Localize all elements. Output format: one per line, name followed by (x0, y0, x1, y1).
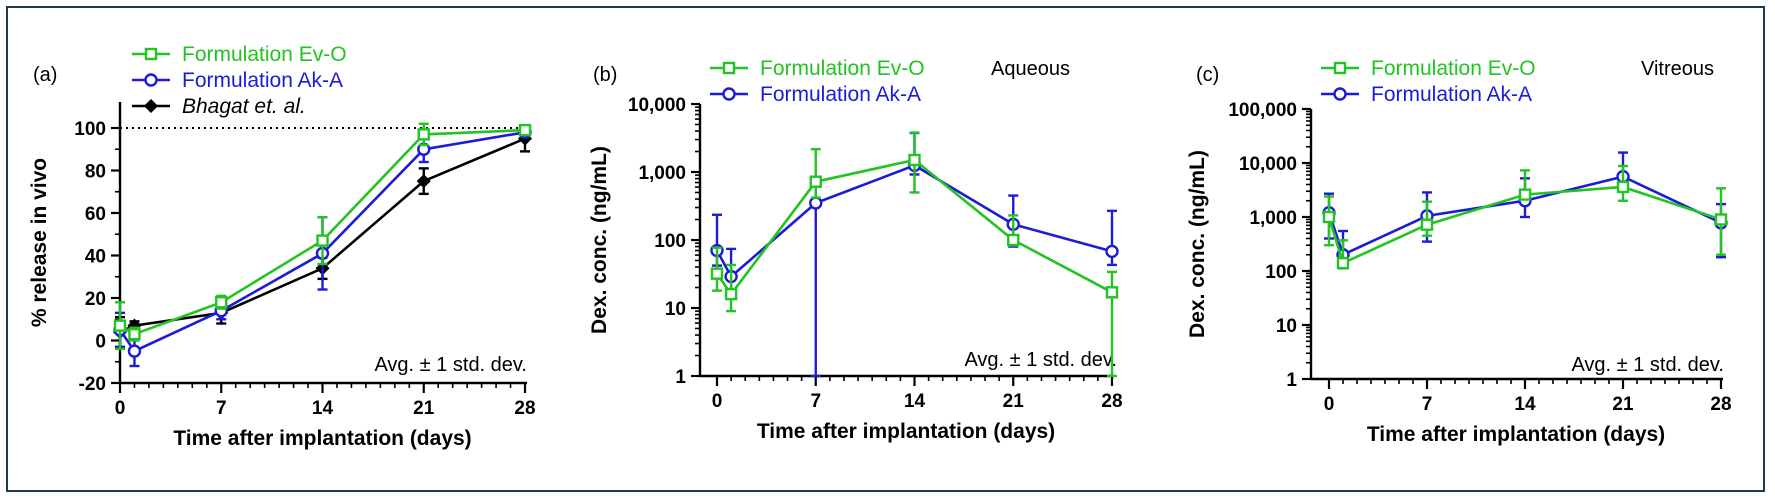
x-tick-label: 7 (810, 391, 821, 412)
y-axis-label: Dex. conc. (ng/mL) (1186, 150, 1209, 338)
x-axis-label: Time after implantation (days) (1367, 423, 1665, 446)
data-point (518, 123, 532, 137)
legend-marker (722, 87, 736, 101)
data-point (809, 196, 823, 210)
legend-label: Formulation Ak-A (182, 69, 343, 92)
data-point (316, 234, 329, 247)
y-tick-label: 0 (95, 332, 106, 353)
x-tick-label: 7 (216, 398, 227, 419)
panel-label: (a) (33, 64, 57, 86)
legend-label: Formulation Ak-A (1371, 83, 1532, 106)
y-tick-label: 10,000 (1239, 154, 1297, 175)
panel-title: Aqueous (991, 58, 1070, 80)
y-tick-label: 1 (675, 367, 686, 388)
data-point (1105, 286, 1119, 299)
data-point (1336, 256, 1350, 270)
data-point (1322, 210, 1336, 224)
data-point (1616, 180, 1630, 194)
y-tick-label: 100,000 (1228, 100, 1297, 121)
y-tick-label: -20 (79, 374, 106, 395)
y-tick-label: 100 (654, 231, 686, 252)
x-tick-label: 21 (1612, 394, 1634, 415)
data-point (1007, 233, 1020, 247)
x-tick-label: 14 (904, 391, 926, 412)
legend-label: Bhagat et. al. (182, 95, 306, 118)
chart-panel-1: -20 0 20 40 60 80 100 0 7 14 21 28 Time after implan… (28, 43, 536, 450)
y-tick-label: 100 (74, 119, 106, 140)
series-line (1327, 185, 1722, 265)
x-tick-label: 21 (1003, 391, 1025, 412)
x-tick-label: 0 (1324, 394, 1335, 415)
y-tick-label: 10 (665, 299, 686, 320)
y-tick-label: 1 (1286, 370, 1297, 391)
x-axis-label: Time after implantation (days) (757, 420, 1055, 443)
legend-label: Formulation Ev-O (182, 43, 347, 66)
data-point (724, 287, 738, 301)
data-point (215, 296, 228, 309)
legend-label: Formulation Ev-O (1371, 57, 1536, 80)
legend-marker (722, 61, 736, 75)
y-tick-label: 100 (1265, 262, 1297, 283)
annotation: Avg. ± 1 std. dev. (1571, 354, 1724, 376)
legend-marker (1333, 87, 1347, 101)
panel-label: (c) (1196, 64, 1219, 86)
legend-marker (1333, 61, 1347, 75)
x-tick-label: 7 (1422, 394, 1433, 415)
panel-title: Vitreous (1641, 58, 1714, 80)
x-tick-label: 14 (312, 398, 334, 419)
x-tick-label: 28 (514, 398, 535, 419)
annotation: Avg. ± 1 std. dev. (374, 354, 527, 376)
data-point (127, 344, 142, 358)
data-point (908, 153, 921, 167)
y-tick-label: 1,000 (1249, 208, 1297, 229)
series-formulation-ev-o (1322, 164, 1728, 270)
y-tick-label: 1,000 (638, 163, 686, 184)
x-tick-label: 14 (1514, 394, 1536, 415)
y-tick-label: 40 (85, 247, 106, 268)
data-point (417, 128, 430, 141)
data-point (1105, 244, 1119, 259)
legend-label: Formulation Ak-A (760, 83, 921, 106)
y-tick-label: 60 (85, 204, 106, 225)
legend-entry: Formulation Ev-O (710, 57, 925, 80)
y-tick-label: 20 (85, 289, 106, 310)
y-tick-label: 10 (1276, 316, 1297, 337)
series-formulation-ev-o (113, 122, 532, 351)
data-point (1420, 218, 1434, 231)
chart-panel-3: 1 10 100 1,000 10,000 100,000 0 7 14 21 28 Time aft… (1186, 57, 1732, 446)
data-point (113, 319, 127, 332)
panel-label: (b) (593, 64, 617, 86)
legend-entry: Formulation Ev-O (1321, 57, 1536, 80)
data-point (1714, 213, 1728, 226)
data-point (128, 327, 141, 341)
legend-entry: Formulation Ak-A (710, 83, 921, 106)
x-tick-label: 28 (1101, 391, 1122, 412)
legend-marker (143, 98, 159, 114)
x-tick-label: 28 (1710, 394, 1731, 415)
legend-entry: Formulation Ak-A (132, 69, 343, 92)
y-tick-label: 10,000 (628, 95, 686, 116)
series-formulation-ev-o (710, 131, 1119, 378)
legend-marker (144, 47, 158, 61)
x-tick-label: 0 (115, 398, 126, 419)
y-axis-label: % release in vivo (28, 158, 51, 327)
figure-frame (6, 6, 1765, 492)
data-point (416, 174, 431, 189)
y-tick-label: 80 (85, 162, 106, 183)
legend-marker (144, 73, 158, 87)
data-point (809, 175, 822, 188)
chart-panel-2: 1 10 100 1,000 10,000 0 7 14 21 28 Time after impl… (588, 57, 1123, 443)
y-axis-label: Dex. conc. (ng/mL) (588, 146, 611, 334)
data-point (1518, 188, 1532, 201)
legend-entry: Bhagat et. al. (132, 95, 306, 118)
legend-label: Formulation Ev-O (760, 57, 925, 80)
x-tick-label: 21 (413, 398, 435, 419)
annotation: Avg. ± 1 std. dev. (964, 349, 1117, 371)
x-axis-label: Time after implantation (days) (173, 427, 471, 450)
legend-entry: Formulation Ak-A (1321, 83, 1532, 106)
data-point (710, 267, 724, 280)
legend-entry: Formulation Ev-O (132, 43, 347, 66)
x-tick-label: 0 (712, 391, 723, 412)
